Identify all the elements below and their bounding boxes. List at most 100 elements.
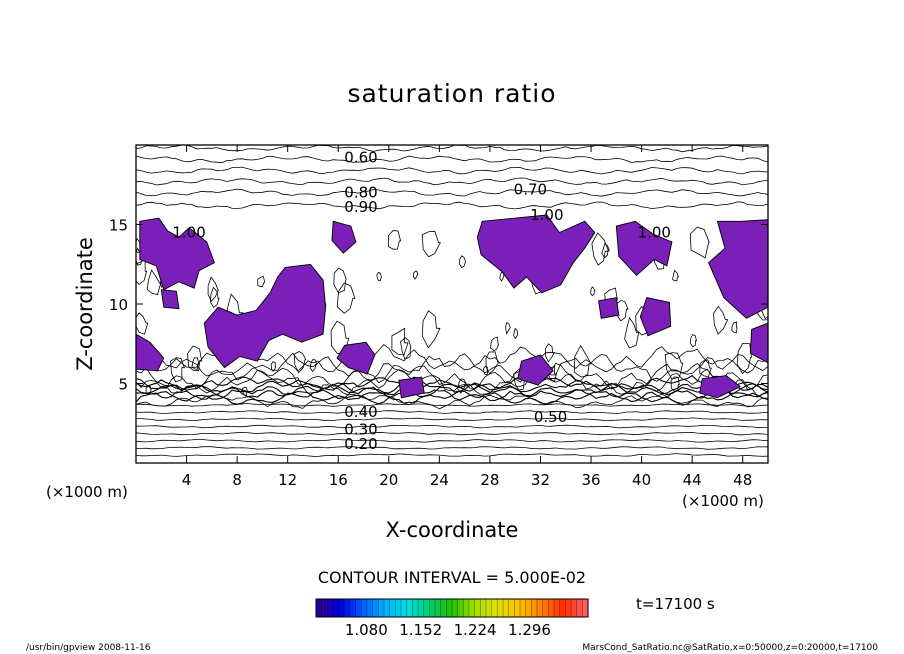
colorbar-segment [338,599,345,617]
contour-line [136,352,768,384]
contour-blob [270,361,277,372]
colorbar [315,599,589,617]
x-tick-label-4: 20 [379,471,398,489]
colorbar-segment [463,599,470,617]
colorbar-segment [474,599,481,617]
contour-blob [736,342,752,375]
contour-blob [333,267,347,294]
contour-blob [387,230,402,250]
y-tick-label-0: 5 [118,376,128,394]
contour-blob [731,321,738,334]
x-tick-label-0: 4 [182,471,192,489]
supersaturated-regions [136,214,768,399]
supersaturated-region-2 [331,220,357,254]
contour-blob [207,276,219,302]
colorbar-segment [531,599,538,617]
contour-line [136,177,768,186]
contour-blob [699,359,712,378]
x-tick-label-1: 8 [232,471,242,489]
contour-blob [241,386,249,396]
contour-label-7: 0.50 [534,408,567,426]
colorbar-segment [350,599,357,617]
colorbar-tick-0: 1.080 [345,621,388,639]
contour-blob [309,359,318,373]
colorbar-segment [508,599,515,617]
x-tick-label-9: 40 [632,471,651,489]
colorbar-segment [514,599,521,617]
supersaturated-region-9 [398,376,425,399]
contour-label-2: 0.90 [344,198,377,216]
supersaturated-region-11 [699,375,742,399]
contour-blob [505,321,511,335]
x-axis-ticks: 4 8 12 16 20 24 28 32 36 40 44 48 [182,145,752,489]
colorbar-segment [406,599,413,617]
colorbar-segment [372,599,379,617]
colorbar-segment [367,599,374,617]
plot-frame [135,144,769,464]
colorbar-segment [435,599,442,617]
contour-line [136,439,768,443]
contour-blob [485,351,500,375]
contour-blob [601,243,611,259]
contour-label-4: 1.00 [530,206,563,224]
colorbar-tick-3: 1.296 [508,621,551,639]
contour-blob [457,378,468,394]
x-axis-unit-right: (×1000 m) [682,492,764,510]
supersaturated-region-5 [615,220,673,277]
x-tick-label-11: 48 [733,471,752,489]
contour-blob [136,312,149,335]
contour-line [136,166,768,175]
contour-line [136,410,768,414]
colorbar-segment [412,599,419,617]
x-tick-label-10: 44 [683,471,702,489]
contour-label-5: 1.00 [172,223,205,241]
contour-blob [547,365,558,383]
contour-blob [170,357,185,383]
supersaturated-region-7 [708,219,768,319]
contour-line [136,386,768,403]
contour-blob [191,357,200,370]
colorbar-segment [401,599,408,617]
colorbar-segment [327,599,334,617]
colorbar-segment [389,599,396,617]
contour-line [136,417,768,422]
colorbar-segment [429,599,436,617]
contour-blob [412,270,419,280]
contour-line [136,446,768,450]
colorbar-segment [378,599,385,617]
contour-line [136,431,768,436]
contour-blob [391,327,409,356]
colorbar-segment [384,599,391,617]
contour-blob [210,286,220,308]
colorbar-segment [321,599,328,617]
colorbar-segment [395,599,402,617]
contour-line [136,374,768,392]
y-tick-label-2: 15 [109,217,128,235]
contour-label-3: 0.70 [514,181,547,199]
contour-blob [376,271,382,282]
contour-blob [293,351,307,374]
colorbar-tick-1: 1.152 [399,621,442,639]
colorbar-segment [316,599,323,617]
contour-line [136,368,768,398]
chart-title: saturation ratio [347,79,556,108]
contour-label-0: 0.60 [344,149,377,167]
colorbar-segment [344,599,351,617]
contour-label-6: 1.00 [638,223,671,241]
footer-left: /usr/bin/gpview 2008-11-16 [26,643,151,653]
contour-line [136,382,768,399]
contour-line [136,188,768,197]
contour-blob [591,232,610,266]
supersaturated-region-14 [749,322,768,364]
colorbar-segment [503,599,510,617]
contour-line [136,453,768,457]
contour-label-1: 0.80 [344,184,377,202]
contour-label-9: 0.30 [344,421,377,439]
x-tick-label-2: 12 [278,471,297,489]
contour-labels: 0.60 0.800.90 0.70 1.00 1.00 1.00 0.50 0.400.30… [172,149,671,453]
contour-blob [400,337,412,360]
colorbar-segment [486,599,493,617]
contour-blob [146,269,162,296]
colorbar-segment [520,599,527,617]
x-tick-label-6: 28 [480,471,499,489]
